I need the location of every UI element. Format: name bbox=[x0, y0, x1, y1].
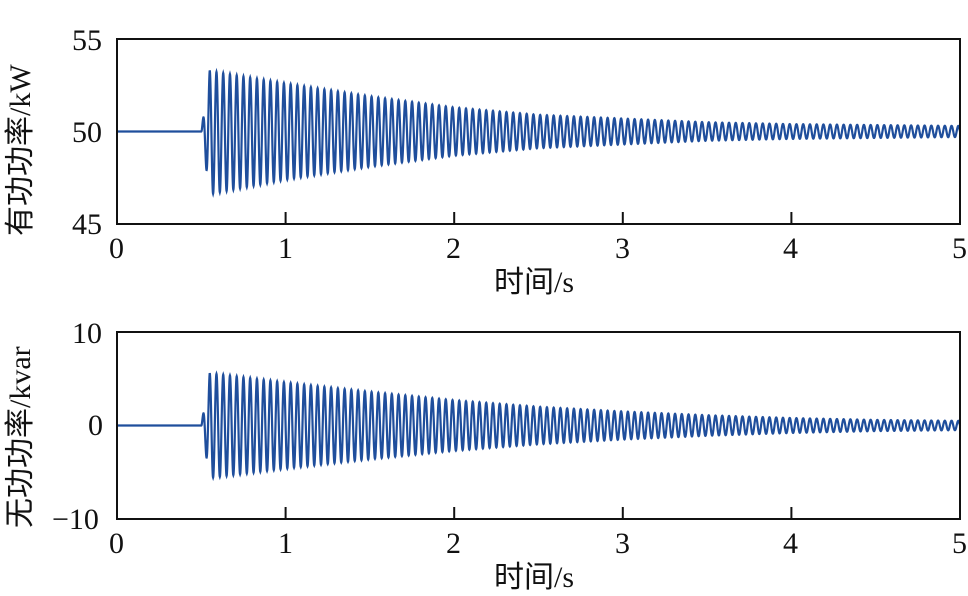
x-tick-4: 4 bbox=[783, 527, 798, 560]
active-power-chart-area bbox=[116, 38, 962, 225]
power-series-line bbox=[117, 370, 962, 482]
x-tick-0: 0 bbox=[109, 527, 124, 560]
x-tick-3: 3 bbox=[615, 232, 630, 265]
y-tick-55: 55 bbox=[72, 24, 102, 57]
x-tick-1: 1 bbox=[278, 232, 293, 265]
plot-frame bbox=[116, 38, 961, 225]
y-tick-neg10: −10 bbox=[52, 503, 99, 536]
x-tick-3: 3 bbox=[615, 527, 630, 560]
x-tick-5: 5 bbox=[952, 527, 967, 560]
plot-frame bbox=[116, 331, 961, 520]
x-tick-5: 5 bbox=[952, 232, 967, 265]
y-tick-50: 50 bbox=[72, 116, 102, 149]
x-axis-label: 时间/s bbox=[494, 266, 575, 299]
x-axis-label: 时间/s bbox=[494, 561, 575, 594]
y-tick-45: 45 bbox=[72, 208, 102, 241]
y-axis-label: 无功功率/kvar bbox=[4, 346, 37, 528]
x-tick-2: 2 bbox=[446, 232, 461, 265]
y-tick-0: 0 bbox=[88, 409, 103, 442]
active-power-plot: 有功功率/kW 55 50 45 0 1 2 3 4 5 时间/s bbox=[4, 24, 967, 299]
x-tick-2: 2 bbox=[446, 527, 461, 560]
y-tick-10: 10 bbox=[72, 317, 102, 350]
x-tick-1: 1 bbox=[278, 527, 293, 560]
power-series-line bbox=[117, 67, 962, 198]
x-tick-0: 0 bbox=[109, 232, 124, 265]
x-tick-4: 4 bbox=[783, 232, 798, 265]
